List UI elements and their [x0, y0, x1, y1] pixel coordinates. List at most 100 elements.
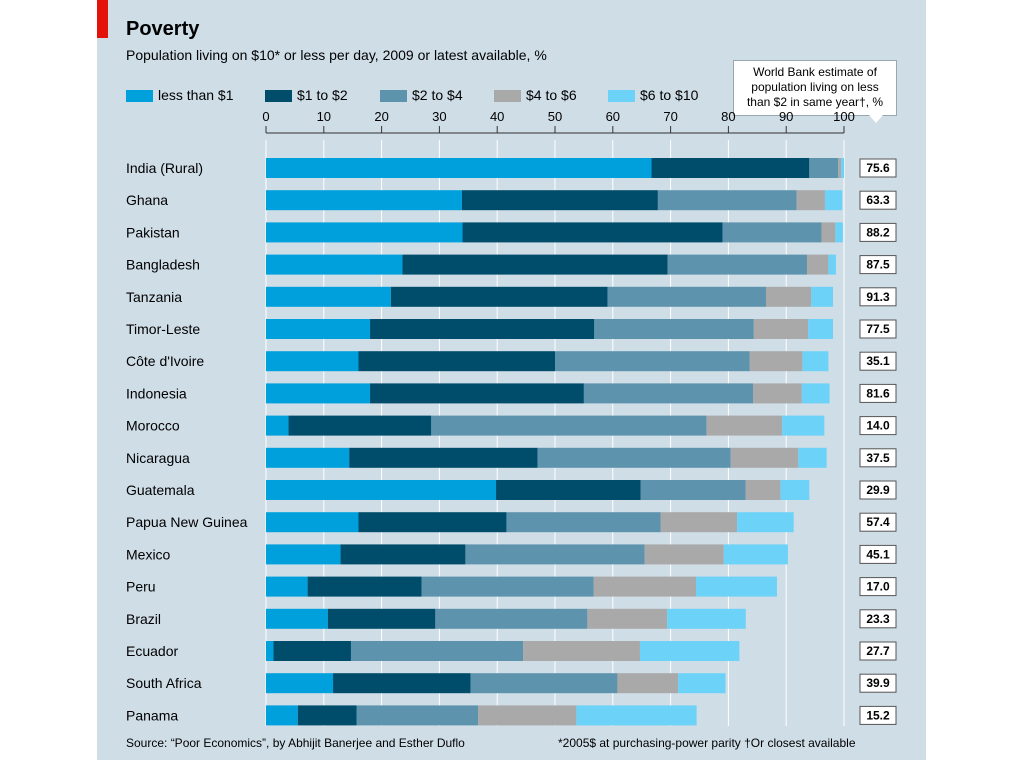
bar-segment — [266, 351, 359, 372]
bar-segment — [266, 319, 371, 339]
x-tick-label: 0 — [262, 109, 269, 124]
bar-segment — [370, 319, 595, 339]
x-tick-label: 100 — [833, 109, 855, 124]
category-label: Côte d'Ivoire — [126, 353, 204, 369]
x-tick-label: 40 — [490, 109, 504, 124]
category-label: Brazil — [126, 611, 161, 627]
wb-value-label: 29.9 — [866, 483, 890, 497]
bar-segment — [657, 190, 797, 211]
wb-value-label: 45.1 — [866, 547, 890, 561]
bar-segment — [266, 254, 403, 275]
bar-segment — [576, 705, 697, 726]
bar-segment — [821, 222, 836, 243]
bar-segment — [358, 512, 507, 533]
x-tick-label: 70 — [663, 109, 677, 124]
category-label: Tanzania — [126, 289, 182, 305]
bar-segment — [273, 641, 351, 661]
legend-label: $2 to $4 — [412, 87, 463, 103]
wb-value-label: 87.5 — [866, 258, 890, 272]
chart-title: Poverty — [126, 18, 200, 40]
bar-segment — [555, 351, 750, 372]
legend-label: $4 to $6 — [526, 87, 577, 103]
bar-segment — [523, 641, 640, 661]
category-label: Papua New Guinea — [126, 514, 248, 530]
bar-segment — [496, 480, 641, 500]
x-tick-label: 10 — [317, 109, 331, 124]
bar-segment — [370, 383, 584, 404]
bar-segment — [266, 480, 497, 500]
bar-segment — [798, 447, 827, 468]
legend-label: $6 to $10 — [640, 87, 699, 103]
category-label: Guatemala — [126, 482, 195, 498]
category-label: Bangladesh — [126, 257, 200, 273]
bar-segment — [266, 512, 359, 533]
category-label: Pakistan — [126, 224, 180, 240]
bar-segment — [465, 544, 645, 565]
bar-segment — [461, 190, 658, 211]
wb-value-box — [859, 673, 897, 693]
wb-value-label: 75.6 — [866, 161, 890, 175]
bar-segment — [639, 641, 740, 661]
wb-value-box — [859, 416, 897, 436]
bar-segment — [667, 608, 746, 629]
bar-segment — [340, 544, 466, 565]
callout-line: than $2 in same year†, % — [746, 95, 884, 109]
category-label: Ghana — [126, 192, 168, 208]
bar-segment — [753, 383, 802, 404]
wb-value-label: 15.2 — [866, 708, 890, 722]
category-label: Timor-Leste — [126, 321, 200, 337]
wb-value-label: 39.9 — [866, 676, 890, 690]
bar-segment — [824, 190, 843, 211]
bar-segment — [266, 383, 371, 404]
bar-segment — [350, 641, 524, 661]
legend-swatch — [265, 90, 292, 102]
category-label: Ecuador — [126, 643, 178, 659]
bar-segment — [288, 415, 432, 436]
legend-swatch — [126, 90, 153, 102]
category-label: Mexico — [126, 546, 171, 562]
category-label: South Africa — [126, 675, 202, 691]
bar-segment — [587, 608, 668, 629]
bar-segment — [327, 608, 436, 629]
wb-value-box — [859, 609, 897, 629]
bar-segment — [356, 705, 479, 726]
wb-value-label: 88.2 — [866, 225, 890, 239]
wb-value-box — [859, 705, 897, 725]
wb-value-label: 91.3 — [866, 290, 890, 304]
bar-segment — [722, 222, 822, 243]
category-label: Panama — [126, 707, 178, 723]
bar-segment — [802, 351, 829, 372]
legend-swatch — [608, 90, 635, 102]
bar-segment — [462, 222, 723, 243]
wb-value-label: 23.3 — [866, 612, 890, 626]
bar-segment — [435, 608, 588, 629]
bar-segment — [765, 286, 812, 307]
source-note: Source: “Poor Economics”, by Abhijit Ban… — [126, 736, 465, 750]
bar-segment — [478, 705, 577, 726]
x-tick-label: 80 — [721, 109, 735, 124]
bar-segment — [470, 673, 618, 694]
wb-value-label: 27.7 — [866, 644, 890, 658]
bar-segment — [266, 447, 350, 468]
wb-value-label: 63.3 — [866, 193, 890, 207]
wb-value-label: 81.6 — [866, 386, 890, 400]
bar-segment — [780, 480, 810, 500]
wb-value-label: 17.0 — [866, 580, 890, 594]
bar-segment — [266, 576, 308, 597]
callout-line: population living on less — [751, 80, 879, 94]
bar-segment — [753, 319, 809, 339]
chart-subtitle: Population living on $10* or less per da… — [126, 47, 547, 63]
bar-segment — [421, 576, 594, 597]
bar-segment — [297, 705, 357, 726]
wb-value-box — [859, 641, 897, 661]
bar-segment — [640, 480, 746, 500]
footnote: *2005$ at purchasing-power parity †Or cl… — [558, 736, 856, 750]
wb-value-box — [859, 448, 897, 468]
bar-segment — [506, 512, 661, 533]
callout-box: World Bank estimate of population living… — [733, 60, 897, 116]
wb-value-label: 37.5 — [866, 451, 890, 465]
bar-segment — [266, 158, 652, 178]
bar-segment — [706, 415, 783, 436]
bar-segment — [749, 351, 803, 372]
wb-value-box — [859, 383, 897, 403]
